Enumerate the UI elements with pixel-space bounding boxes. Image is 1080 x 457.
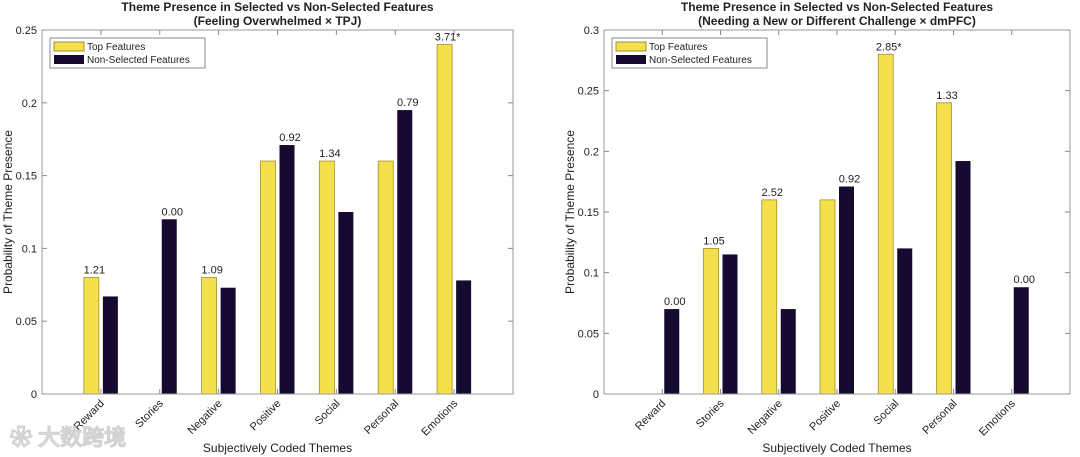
legend-label-top: Top Features bbox=[87, 42, 145, 53]
x-tick-label: Personal bbox=[362, 398, 401, 437]
x-tick-label: Social bbox=[313, 398, 343, 428]
bar-non-selected-features bbox=[897, 248, 913, 394]
x-tick-label: Emotions bbox=[419, 397, 460, 438]
bar-top-features bbox=[83, 277, 100, 395]
legend-swatch-top bbox=[53, 41, 85, 52]
bar-non-selected-features bbox=[456, 280, 472, 394]
y-axis-label: Probability of Theme Presence bbox=[1, 130, 15, 294]
legend: Top Features Non-Selected Features bbox=[49, 37, 206, 69]
x-tick-label: Negative bbox=[746, 398, 785, 437]
chart-subtitle: (Needing a New or Different Challenge × … bbox=[698, 14, 976, 28]
bar-non-selected-features bbox=[722, 254, 738, 394]
data-label: 0.92 bbox=[279, 132, 300, 144]
y-tick-label: 0.3 bbox=[584, 25, 599, 37]
bar-non-selected-features bbox=[780, 309, 796, 394]
bar-top-features bbox=[436, 44, 453, 395]
legend-label-top: Top Features bbox=[649, 42, 707, 53]
legend-label-non: Non-Selected Features bbox=[87, 55, 190, 66]
bar-top-features bbox=[201, 277, 218, 395]
data-label: 1.05 bbox=[703, 235, 724, 247]
x-axis-label: Subjectively Coded Themes bbox=[762, 441, 911, 455]
bar-top-features bbox=[318, 160, 335, 395]
bar-non-selected-features bbox=[338, 212, 354, 394]
chart-subtitle: (Feeling Overwhelmed × TPJ) bbox=[194, 14, 362, 28]
bar-non-selected-features bbox=[664, 309, 680, 394]
y-tick-label: 0.25 bbox=[578, 86, 599, 98]
x-tick-label: Positive bbox=[248, 398, 284, 434]
bar-top-features bbox=[260, 160, 276, 395]
chart-1: Theme Presence in Selected vs Non-Select… bbox=[1, 0, 514, 455]
bar-top-features bbox=[377, 160, 394, 395]
bar-top-features bbox=[703, 247, 719, 395]
x-tick-label: Stories bbox=[694, 397, 727, 430]
bar-non-selected-features bbox=[955, 161, 971, 394]
y-tick-label: 0 bbox=[31, 389, 37, 401]
axes-box bbox=[41, 29, 514, 395]
legend-swatch-non bbox=[616, 55, 646, 64]
bar-top-features bbox=[936, 102, 952, 395]
legend-swatch-non bbox=[54, 55, 84, 64]
data-label: 0.79 bbox=[397, 97, 418, 109]
legend: Top Features Non-Selected Features bbox=[611, 37, 768, 69]
x-tick-label: Emotions bbox=[977, 397, 1018, 438]
y-tick-label: 0.1 bbox=[22, 243, 37, 255]
data-label: 3.71* bbox=[435, 32, 461, 44]
bar-non-selected-features bbox=[397, 110, 413, 394]
data-label: 0.00 bbox=[1014, 274, 1035, 286]
legend-label-non: Non-Selected Features bbox=[649, 55, 752, 66]
bar-top-features bbox=[877, 53, 894, 395]
data-label: 2.52 bbox=[762, 187, 783, 199]
axes-box bbox=[603, 29, 1071, 395]
x-tick-label: Social bbox=[872, 398, 902, 428]
chart-2: Theme Presence in Selected vs Non-Select… bbox=[563, 0, 1071, 455]
data-label: 1.33 bbox=[936, 90, 957, 102]
data-label: 1.21 bbox=[84, 265, 105, 277]
legend-swatch-top bbox=[615, 41, 647, 52]
chart-title: Theme Presence in Selected vs Non-Select… bbox=[681, 0, 993, 14]
y-tick-label: 0 bbox=[593, 389, 599, 401]
watermark-logo: ❀ 大数跨境 bbox=[9, 425, 126, 450]
data-label: 0.00 bbox=[162, 206, 183, 218]
y-axis-label: Probability of Theme Presence bbox=[563, 130, 577, 294]
bar-non-selected-features bbox=[220, 287, 236, 394]
chart-title: Theme Presence in Selected vs Non-Select… bbox=[121, 0, 433, 14]
y-tick-label: 0.05 bbox=[578, 328, 599, 340]
x-tick-label: Stories bbox=[133, 397, 166, 430]
bar-non-selected-features bbox=[1013, 287, 1029, 394]
y-tick-label: 0.1 bbox=[584, 268, 599, 280]
x-tick-label: Reward bbox=[633, 398, 668, 433]
data-label: 0.92 bbox=[839, 174, 860, 186]
data-label: 2.85* bbox=[876, 41, 902, 53]
y-tick-label: 0.2 bbox=[584, 146, 599, 158]
bar-non-selected-features bbox=[102, 296, 118, 394]
data-label: 1.34 bbox=[319, 148, 340, 160]
y-tick-label: 0.05 bbox=[16, 316, 37, 328]
x-axis-label: Subjectively Coded Themes bbox=[203, 441, 352, 455]
bar-non-selected-features bbox=[161, 219, 177, 394]
bar-non-selected-features bbox=[279, 145, 295, 394]
x-tick-label: Negative bbox=[186, 398, 225, 437]
x-tick-label: Positive bbox=[807, 398, 843, 434]
y-tick-label: 0.15 bbox=[578, 207, 599, 219]
y-tick-label: 0.2 bbox=[22, 98, 37, 110]
bar-non-selected-features bbox=[839, 186, 854, 394]
bar-top-features bbox=[761, 199, 778, 395]
y-tick-label: 0.25 bbox=[16, 25, 37, 37]
bar-top-features bbox=[819, 199, 836, 395]
y-tick-label: 0.15 bbox=[16, 171, 37, 183]
data-label: 0.00 bbox=[664, 296, 685, 308]
x-tick-label: Personal bbox=[920, 398, 959, 437]
data-label: 1.09 bbox=[201, 265, 222, 277]
